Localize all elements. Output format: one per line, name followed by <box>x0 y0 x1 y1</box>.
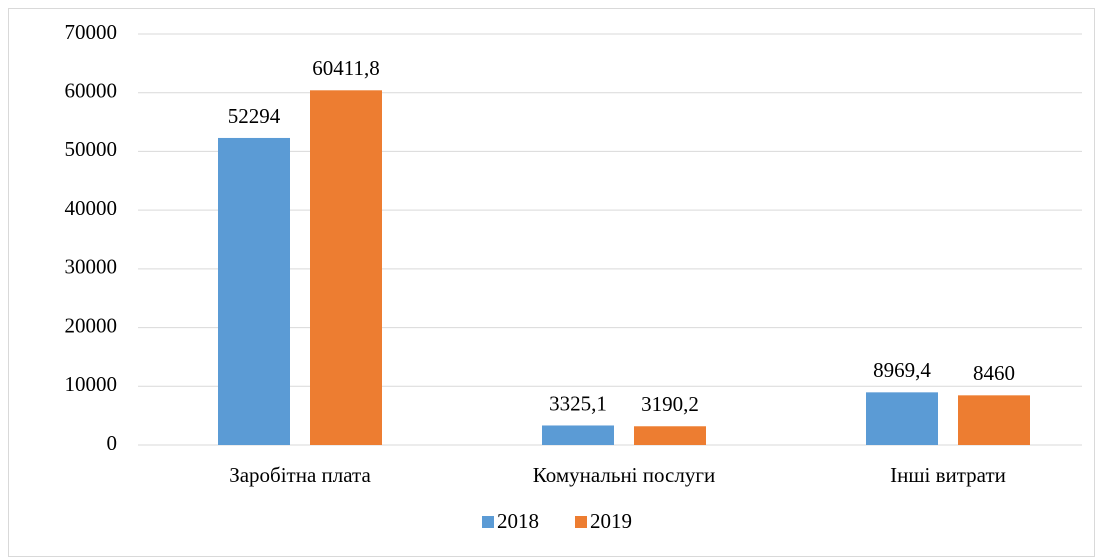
data-label: 60411,8 <box>312 56 379 80</box>
bar <box>542 425 614 445</box>
data-label: 8969,4 <box>873 358 931 382</box>
legend-swatch <box>482 516 494 528</box>
y-tick-label: 30000 <box>65 255 118 279</box>
y-tick-label: 20000 <box>65 313 118 337</box>
y-tick-label: 60000 <box>65 79 118 103</box>
y-tick-label: 40000 <box>65 196 118 220</box>
bar <box>634 426 706 445</box>
data-label: 3190,2 <box>641 392 699 416</box>
y-tick-label: 10000 <box>65 372 118 396</box>
legend-label: 2018 <box>497 509 539 533</box>
legend-label: 2019 <box>590 509 632 533</box>
y-tick-label: 70000 <box>65 20 118 44</box>
bar <box>218 137 290 445</box>
bar <box>958 395 1030 445</box>
data-label: 52294 <box>228 104 281 128</box>
x-tick-label: Заробітна плата <box>229 463 371 487</box>
x-tick-label: Інші витрати <box>890 463 1006 487</box>
bar <box>310 90 382 445</box>
chart-frame <box>8 8 1095 557</box>
data-label: 3325,1 <box>549 391 607 415</box>
y-tick-label: 0 <box>107 431 118 455</box>
y-tick-label: 50000 <box>65 137 118 161</box>
x-tick-label: Комунальні послуги <box>533 463 715 487</box>
bar <box>866 392 938 445</box>
legend-swatch <box>575 516 587 528</box>
data-label: 8460 <box>973 361 1015 385</box>
